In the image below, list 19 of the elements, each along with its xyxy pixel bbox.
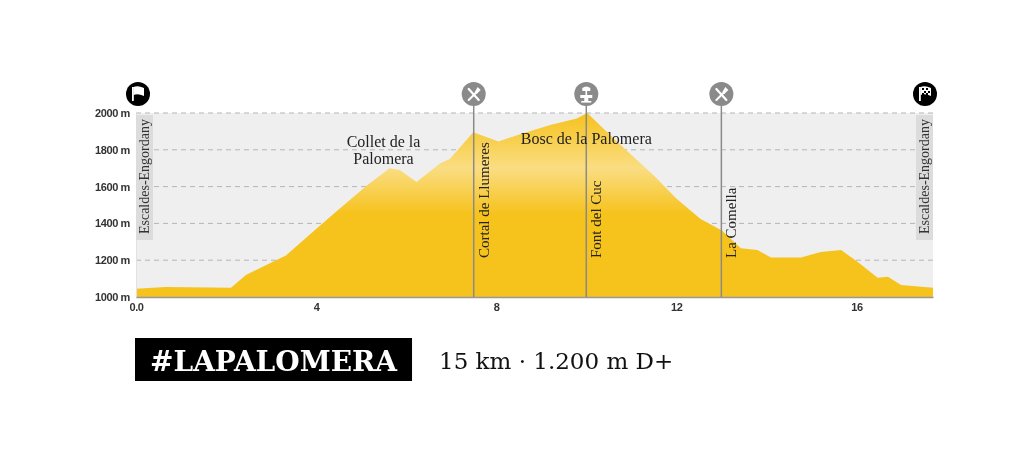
ref-line-label: Cortal de Llumeres bbox=[475, 142, 492, 258]
text: 15 km · 1.200 m D+ bbox=[439, 348, 674, 374]
x-tick-label: 4 bbox=[313, 300, 321, 313]
y-tick-label: 1200 m bbox=[95, 254, 131, 267]
annotation: Escaldes-Engordany bbox=[137, 119, 152, 235]
y-tick-label: 1400 m bbox=[95, 217, 131, 230]
ref-line-label: La Comella bbox=[723, 187, 740, 258]
y-tick-label: 1600 m bbox=[95, 180, 131, 193]
annotation: Collet de la Palomera bbox=[346, 133, 421, 168]
y-tick-label: 2000 m bbox=[95, 107, 131, 120]
ref-line-label: Font del Cuc bbox=[588, 180, 605, 258]
annotation: Escaldes-Engordany bbox=[917, 119, 932, 235]
x-tick-label: 0.0 bbox=[129, 300, 144, 313]
y-tick-label: 1000 m bbox=[95, 291, 131, 304]
x-tick-label: 12 bbox=[671, 300, 683, 313]
text: #LAPALOMERA bbox=[150, 345, 399, 378]
x-tick-label: 8 bbox=[493, 300, 500, 313]
x-tick-label: 16 bbox=[851, 300, 863, 313]
y-tick-label: 1800 m bbox=[95, 143, 131, 156]
